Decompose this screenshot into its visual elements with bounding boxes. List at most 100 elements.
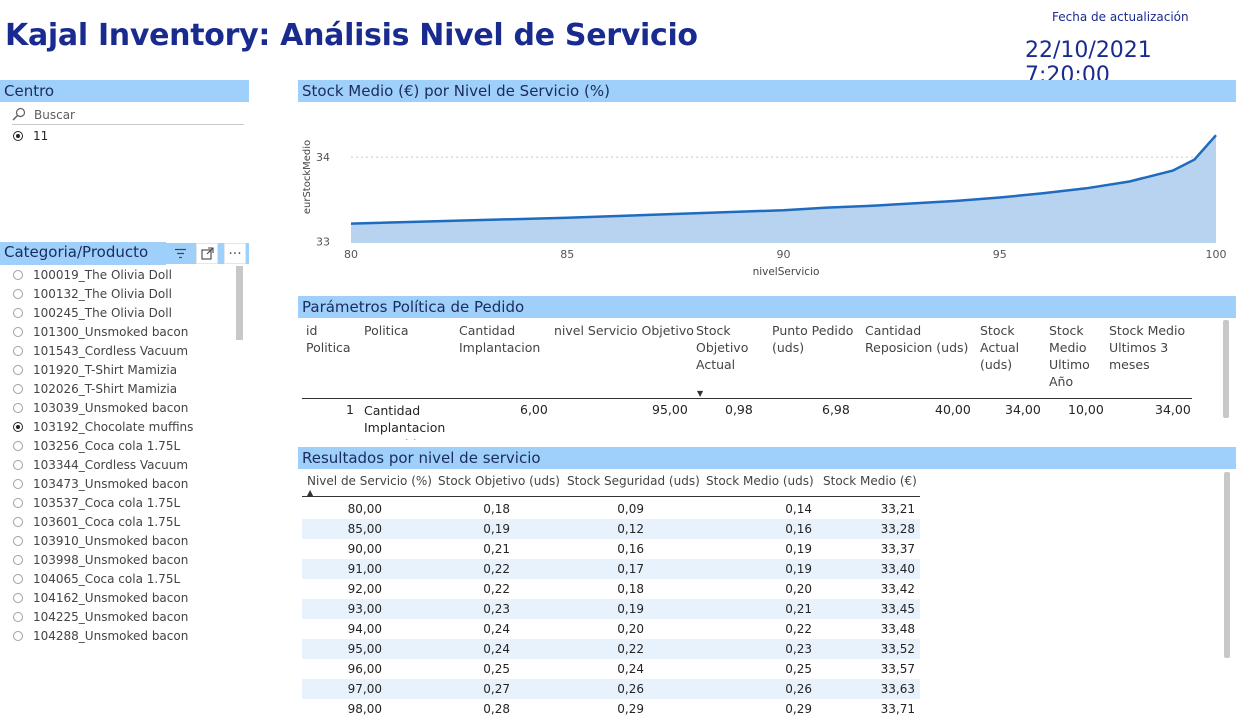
col-header[interactable]: Cantidad Implantacion <box>459 323 541 355</box>
col-header[interactable]: nivel Servicio Objetivo <box>554 323 694 338</box>
filter-icon[interactable] <box>169 243 191 264</box>
list-item[interactable]: 103998_Unsmoked bacon <box>13 552 238 571</box>
col-header[interactable]: Punto Pedido (uds) <box>772 323 854 355</box>
table-row[interactable]: 94,00 0,24 0,20 0,22 33,48 <box>302 619 920 639</box>
sort-desc-icon[interactable]: ▼ <box>697 389 704 398</box>
centro-item[interactable]: 11 <box>13 128 48 143</box>
list-item-label: 102026_T-Shirt Mamizia <box>33 381 178 396</box>
radio-icon <box>13 497 23 508</box>
list-item[interactable]: 104162_Unsmoked bacon <box>13 590 238 609</box>
col-header[interactable]: Politica <box>364 323 409 338</box>
header-divider <box>302 398 1192 399</box>
list-item[interactable]: 103039_Unsmoked bacon <box>13 400 238 419</box>
radio-icon <box>13 535 23 546</box>
table-row[interactable]: 96,00 0,25 0,24 0,25 33,57 <box>302 659 920 679</box>
table-row[interactable]: 91,00 0,22 0,17 0,19 33,40 <box>302 559 920 579</box>
more-options-icon[interactable]: ··· <box>224 243 246 264</box>
x-tick-label: 90 <box>777 248 791 261</box>
resultados-header: Resultados por nivel de servicio <box>298 447 1236 469</box>
table-row[interactable]: 93,00 0,23 0,19 0,21 33,45 <box>302 599 920 619</box>
list-item-selected[interactable]: 103192_Chocolate muffins <box>13 419 238 438</box>
table-row[interactable]: 92,00 0,22 0,18 0,20 33,42 <box>302 579 920 599</box>
list-item[interactable]: 103601_Coca cola 1.75L <box>13 514 238 533</box>
update-value: 22/10/2021 7:20:00 <box>1025 38 1152 88</box>
col-header[interactable]: Stock Actual (uds) <box>980 323 1020 372</box>
cell: 0,25 <box>785 662 812 676</box>
list-item[interactable]: 100019_The Olivia Doll <box>13 267 238 286</box>
list-item[interactable]: 100132_The Olivia Doll <box>13 286 238 305</box>
list-item-label: 100132_The Olivia Doll <box>33 286 172 301</box>
list-item[interactable]: 104288_Unsmoked bacon <box>13 628 238 647</box>
cell: 98,00 <box>347 702 382 716</box>
radio-icon <box>13 364 23 375</box>
list-item[interactable]: 103344_Cordless Vacuum <box>13 457 238 476</box>
cell: 33,71 <box>880 702 915 716</box>
list-item-label: 101920_T-Shirt Mamizia <box>33 362 178 377</box>
cell: 33,63 <box>880 682 915 696</box>
cell: Cantidad Implantacion protegida <box>364 403 446 440</box>
col-header[interactable]: Stock Objetivo Actual <box>696 323 749 372</box>
cell: 33,40 <box>880 562 915 576</box>
col-header[interactable]: Stock Medio (uds) <box>706 474 814 488</box>
cell: 0,28 <box>483 702 510 716</box>
table-row[interactable]: 98,00 0,28 0,29 0,29 33,71 <box>302 699 920 719</box>
cell: 0,19 <box>785 542 812 556</box>
list-item[interactable]: 101543_Cordless Vacuum <box>13 343 238 362</box>
list-item[interactable]: 102026_T-Shirt Mamizia <box>13 381 238 400</box>
x-tick-label: 85 <box>560 248 574 261</box>
list-item[interactable]: 101920_T-Shirt Mamizia <box>13 362 238 381</box>
table-row[interactable]: 80,00 0,18 0,09 0,14 33,21 <box>302 499 920 519</box>
centro-search-input[interactable]: Buscar <box>34 108 75 122</box>
list-item[interactable]: 104065_Coca cola 1.75L <box>13 571 238 590</box>
table-row[interactable]: 97,00 0,27 0,26 0,26 33,63 <box>302 679 920 699</box>
list-item[interactable]: 103256_Coca cola 1.75L <box>13 438 238 457</box>
list-item[interactable]: 103537_Coca cola 1.75L <box>13 495 238 514</box>
focus-mode-icon[interactable] <box>196 243 218 264</box>
radio-icon <box>13 611 23 622</box>
radio-icon <box>13 440 23 451</box>
resultados-scrollbar[interactable] <box>1224 472 1230 658</box>
col-header[interactable]: Stock Medio (€) <box>823 474 917 488</box>
sort-asc-icon[interactable]: ▲ <box>307 488 314 497</box>
col-header[interactable]: Stock Medio Ultimo Año <box>1049 323 1090 389</box>
radio-icon <box>13 630 23 641</box>
radio-selected-icon <box>13 421 23 432</box>
list-item-label: 103601_Coca cola 1.75L <box>33 514 181 529</box>
cell: 33,45 <box>880 602 915 616</box>
col-header[interactable]: Nivel de Servicio (%) <box>307 474 432 488</box>
categoria-slicer-header: Categoria/Producto <box>0 242 166 265</box>
list-item[interactable]: 103910_Unsmoked bacon <box>13 533 238 552</box>
list-item[interactable]: 104225_Unsmoked bacon <box>13 609 238 628</box>
col-header[interactable]: Cantidad Reposicion (uds) <box>865 323 969 355</box>
col-header[interactable]: Stock Medio Ultimos 3 meses <box>1109 323 1186 372</box>
centro-search[interactable]: Buscar <box>12 106 244 125</box>
list-item-label: 103192_Chocolate muffins <box>33 419 194 434</box>
cell: 96,00 <box>347 662 382 676</box>
radio-icon <box>13 326 23 337</box>
centro-item-label: 11 <box>33 128 49 143</box>
table-row[interactable]: 1 Cantidad Implantacion protegida 6,00 9… <box>302 400 1192 440</box>
cell: 0,25 <box>483 662 510 676</box>
list-item[interactable]: 100245_The Olivia Doll <box>13 305 238 324</box>
chart-header: Stock Medio (€) por Nivel de Servicio (%… <box>298 80 1236 102</box>
categoria-scrollbar[interactable] <box>236 266 243 340</box>
list-item-label: 104065_Coca cola 1.75L <box>33 571 181 586</box>
cell: 85,00 <box>347 522 382 536</box>
col-header[interactable]: id Politica <box>306 323 351 355</box>
list-item[interactable]: 101300_Unsmoked bacon <box>13 324 238 343</box>
politica-scrollbar[interactable] <box>1223 320 1229 418</box>
col-header[interactable]: Stock Seguridad (uds) <box>567 474 700 488</box>
cell: 33,42 <box>880 582 915 596</box>
cell: 90,00 <box>347 542 382 556</box>
cell: 97,00 <box>347 682 382 696</box>
col-header[interactable]: Stock Objetivo (uds) <box>438 474 560 488</box>
x-tick-label: 95 <box>993 248 1007 261</box>
radio-icon <box>13 402 23 413</box>
radio-icon <box>13 288 23 299</box>
cell: 80,00 <box>347 502 382 516</box>
list-item[interactable]: 103473_Unsmoked bacon <box>13 476 238 495</box>
table-row[interactable]: 85,00 0,19 0,12 0,16 33,28 <box>302 519 920 539</box>
table-row[interactable]: 90,00 0,21 0,16 0,19 33,37 <box>302 539 920 559</box>
table-row[interactable]: 95,00 0,24 0,22 0,23 33,52 <box>302 639 920 659</box>
y-axis-label: eurStockMedio <box>302 140 313 214</box>
